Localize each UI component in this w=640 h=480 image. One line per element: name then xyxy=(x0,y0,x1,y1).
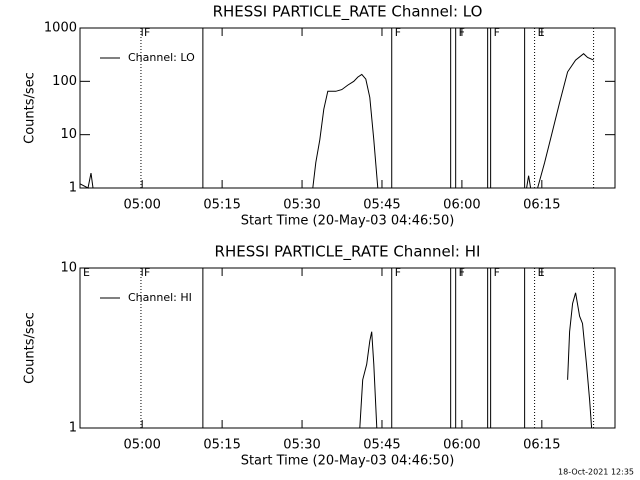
data-line xyxy=(359,292,593,429)
chart-title: RHESSI PARTICLE_RATE Channel: LO xyxy=(213,3,483,22)
x-tick-label: 05:15 xyxy=(203,198,240,213)
x-tick-label: 05:30 xyxy=(283,438,320,453)
plot-frame xyxy=(79,27,616,189)
x-tick-label: 05:45 xyxy=(363,438,400,453)
flag-label: F xyxy=(494,26,500,39)
y-tick-label: 1 xyxy=(69,181,77,196)
flag-label: F xyxy=(144,26,150,39)
chart-title: RHESSI PARTICLE_RATE Channel: HI xyxy=(215,243,481,262)
legend-label: Channel: LO xyxy=(128,51,195,64)
x-axis-label: Start Time (20-May-03 04:46:50) xyxy=(241,214,455,229)
flag-label: F xyxy=(494,266,500,279)
x-tick-label: 05:00 xyxy=(123,438,160,453)
y-tick-label: 1000 xyxy=(44,21,77,36)
legend-label: Channel: HI xyxy=(128,291,192,304)
flag-label: F xyxy=(395,26,401,39)
footer-date: 18-Oct-2021 12:35 xyxy=(558,468,634,477)
data-line xyxy=(79,53,594,189)
flag-label: F xyxy=(459,26,465,39)
flag-label: F xyxy=(459,266,465,279)
flag-label: E xyxy=(83,266,90,279)
y-tick-label: 1 xyxy=(69,421,77,436)
flag-label: F xyxy=(144,266,150,279)
x-axis-label: Start Time (20-May-03 04:46:50) xyxy=(241,454,455,469)
x-tick-label: 05:00 xyxy=(123,198,160,213)
x-tick-label: 05:45 xyxy=(363,198,400,213)
y-axis-label: Counts/sec xyxy=(23,312,38,384)
flag-label: E xyxy=(538,26,545,39)
y-tick-label: 10 xyxy=(60,127,77,142)
x-tick-label: 06:15 xyxy=(523,198,560,213)
flag-label: F xyxy=(395,266,401,279)
x-tick-label: 06:00 xyxy=(443,198,480,213)
x-tick-label: 06:15 xyxy=(523,438,560,453)
x-tick-label: 05:30 xyxy=(283,198,320,213)
flag-label: E xyxy=(538,266,545,279)
x-tick-label: 06:00 xyxy=(443,438,480,453)
y-axis-label: Counts/sec xyxy=(23,72,38,144)
x-tick-label: 05:15 xyxy=(203,438,240,453)
y-tick-label: 10 xyxy=(60,261,77,276)
y-tick-label: 100 xyxy=(52,74,77,89)
